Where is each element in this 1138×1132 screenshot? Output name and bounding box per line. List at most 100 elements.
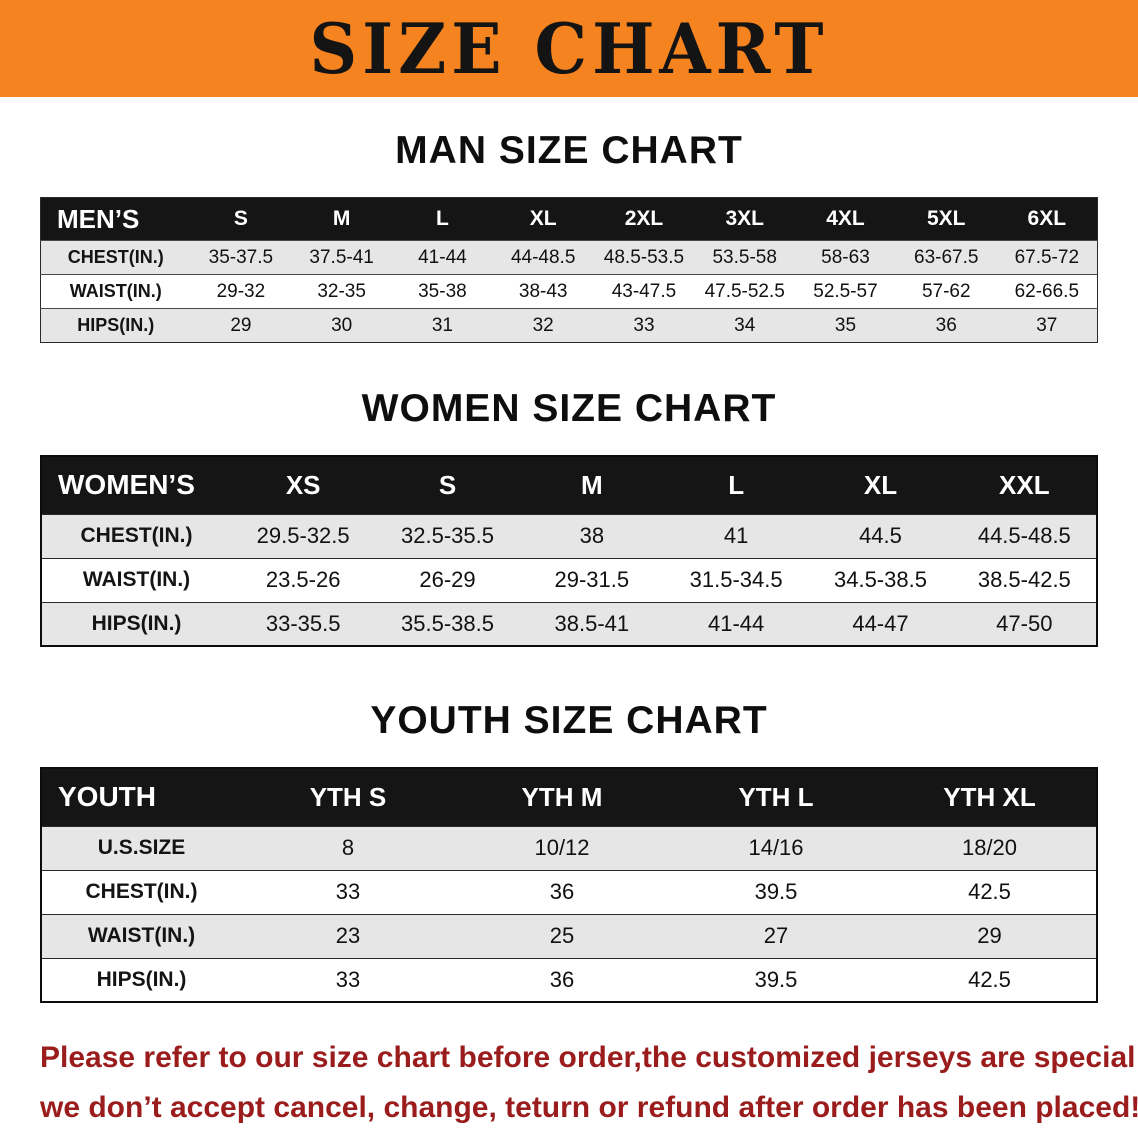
men-cell-2-7: 36 [935,314,957,336]
men-column-header-6: 4XL [826,207,865,230]
youth-cell-1-1: 36 [549,879,575,904]
youth-cell-1-3: 42.5 [968,879,1011,904]
women-cell-1-2: 29-31.5 [554,567,630,592]
youth-row-label-2: WAIST(IN.) [87,924,196,947]
men-column-header-1: M [332,207,351,230]
men-column-header-4: 2XL [624,207,664,230]
women-cell-0-0: 29.5-32.5 [256,523,350,548]
women-size-table: WOMEN’S XS S M L XL XXL CHEST(IN.) 29.5-32.5 32.5… [40,455,1098,647]
men-table-row-0: CHEST(IN.) 35-37.5 37.5-41 41-44 44-48.5 48.5… [40,240,1098,275]
men-cell-1-4: 43-47.5 [611,280,677,302]
men-cell-1-1: 32-35 [317,280,366,302]
youth-cell-0-2: 14/16 [748,835,804,860]
youth-cell-1-0: 33 [335,879,361,904]
women-cell-0-2: 38 [579,523,605,548]
men-cell-0-1: 37.5-41 [309,246,374,268]
women-row-label-2: HIPS(IN.) [91,611,182,635]
women-column-header-4: XL [863,469,898,500]
women-cell-0-1: 32.5-35.5 [401,523,494,548]
women-cell-1-0: 23.5-26 [265,567,341,592]
youth-cell-3-0: 33 [335,966,361,992]
men-row-label-0: CHEST(IN.) [67,247,164,267]
men-column-header-2: L [436,207,449,230]
men-cell-0-6: 58-63 [821,246,870,268]
youth-cell-3-2: 39.5 [754,966,798,992]
men-table-row-1: WAIST(IN.) 29-32 32-35 35-38 38-43 43-47.5 47.… [40,274,1098,309]
youth-group-label: YOUTH [58,781,156,813]
men-column-header-5: 3XL [725,207,764,230]
youth-cell-2-1: 25 [549,923,575,948]
women-row-label-0: CHEST(IN.) [80,524,193,547]
size-section-youth: YOUTH SIZE CHART YOUTH YTH S YTH M YTH L YTH … [0,699,1138,1003]
youth-cell-3-3: 42.5 [968,966,1011,992]
women-column-header-0: XS [285,469,321,500]
men-column-header-7: 5XL [926,207,966,230]
youth-column-header-0: YTH S [309,781,387,812]
men-cell-0-3: 44-48.5 [510,246,576,268]
women-cell-0-4: 44.5 [859,523,902,548]
men-cell-2-3: 32 [532,314,554,336]
men-table-row-2: HIPS(IN.) 29 30 31 32 33 34 35 36 37 [40,308,1098,343]
women-column-header-5: XXL [999,469,1050,500]
women-cell-2-5: 47-50 [996,610,1053,636]
men-group-label: MEN’S [57,203,140,234]
men-cell-1-5: 47.5-52.5 [704,280,785,302]
title-banner: SIZE CHART [0,0,1138,97]
women-cell-2-4: 44-47 [852,610,909,636]
men-cell-0-5: 53.5-58 [712,246,777,268]
men-cell-0-0: 35-37.5 [208,246,274,268]
men-cell-0-8: 67.5-72 [1014,246,1080,268]
youth-header-row: YOUTH YTH S YTH M YTH L YTH XL [41,768,1097,826]
youth-column-header-1: YTH M [521,781,603,812]
youth-column-header-3: YTH XL [943,781,1036,812]
men-row-label-1: WAIST(IN.) [69,281,162,301]
men-section-heading: MAN SIZE CHART [395,129,743,172]
men-cell-1-7: 57-62 [921,280,971,302]
youth-table-row-3: HIPS(IN.) 33 36 39.5 42.5 [41,958,1097,1002]
men-cell-2-6: 35 [834,314,857,336]
women-cell-1-4: 34.5-38.5 [833,567,927,592]
youth-column-header-2: YTH L [738,781,814,812]
men-column-header-0: S [233,207,248,230]
women-table-row-0: CHEST(IN.) 29.5-32.5 32.5-35.5 38 41 44.5 44.5… [41,514,1097,558]
women-cell-0-3: 41 [723,523,749,548]
men-cell-2-5: 34 [734,314,756,336]
youth-cell-2-3: 29 [977,923,1002,948]
men-cell-1-2: 35-38 [418,280,467,302]
women-column-header-3: L [728,469,745,500]
women-section-heading: WOMEN SIZE CHART [361,387,777,430]
youth-cell-0-0: 8 [341,835,355,860]
men-row-label-2: HIPS(IN.) [77,315,155,335]
youth-cell-0-1: 10/12 [534,835,590,860]
men-cell-0-4: 48.5-53.5 [603,246,685,268]
youth-cell-2-0: 23 [335,923,361,948]
men-cell-2-1: 30 [331,314,353,336]
disclaimer-line-2: we don’t accept cancel, change, teturn o… [40,1090,1138,1124]
youth-cell-1-2: 39.5 [754,879,798,904]
men-cell-1-0: 29-32 [216,280,266,302]
youth-row-label-0: U.S.SIZE [97,836,186,859]
size-section-women: WOMEN SIZE CHART WOMEN’S XS S M L XL XXL CHEST(I… [0,387,1138,647]
women-cell-0-5: 44.5-48.5 [977,523,1071,548]
youth-row-label-3: HIPS(IN.) [96,967,187,991]
youth-section-heading: YOUTH SIZE CHART [370,699,768,742]
disclaimer-line-1: Please refer to our size chart before or… [40,1041,1138,1074]
men-cell-0-2: 41-44 [418,246,467,268]
youth-cell-0-3: 18/20 [961,835,1018,860]
women-group-label: WOMEN’S [58,469,195,501]
men-cell-1-3: 38-43 [518,280,568,302]
men-cell-0-7: 63-67.5 [914,246,979,268]
women-table-row-1: WAIST(IN.) 23.5-26 26-29 29-31.5 31.5-34.5 34… [41,558,1097,602]
page-title: SIZE CHART [309,7,829,90]
women-cell-2-2: 38.5-41 [554,610,630,636]
men-column-header-8: 6XL [1027,207,1067,230]
size-section-men: MAN SIZE CHART MEN’S S M L XL 2XL 3XL 4XL 5XL 6XL C… [0,129,1138,343]
women-column-header-2: M [580,469,603,500]
men-header-row: MEN’S S M L XL 2XL 3XL 4XL 5XL 6XL [40,197,1098,241]
men-cell-2-2: 31 [431,314,453,336]
men-size-table: MEN’S S M L XL 2XL 3XL 4XL 5XL 6XL CHEST(IN.) 35-37… [40,197,1098,343]
women-cell-1-3: 31.5-34.5 [689,567,783,592]
men-column-header-3: XL [529,207,557,230]
youth-table-row-2: WAIST(IN.) 23 25 27 29 [41,914,1097,958]
